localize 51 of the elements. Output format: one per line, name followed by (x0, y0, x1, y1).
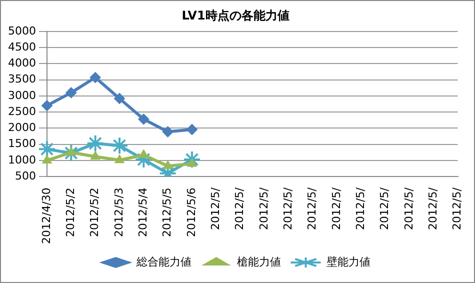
point (62, 144, 80, 162)
point (110, 136, 128, 155)
point (114, 154, 124, 164)
y-tick-label: 500 (14, 169, 36, 182)
point (42, 154, 52, 164)
x-tick-label: 2012/5/4 (136, 188, 150, 238)
point (138, 149, 148, 158)
x-tick-label: 2012/5/ (402, 187, 416, 230)
point (41, 100, 52, 112)
point (162, 160, 173, 169)
x-tick-label: 2012/5/ (306, 187, 319, 230)
y-tick-label: 2000 (8, 121, 36, 134)
point (66, 87, 77, 98)
legend-label: 総合能力値 (135, 255, 192, 268)
point (66, 146, 76, 156)
x-tick-label: 2012/5/ (257, 187, 270, 230)
point (90, 72, 101, 84)
y-tick-label: 2500 (8, 104, 36, 118)
point (90, 151, 100, 160)
point (86, 134, 104, 152)
y-tick-label: 3000 (8, 88, 36, 102)
x-tick-label: 2012/5/ (426, 187, 440, 230)
x-tick-label: 2012/5/3 (112, 188, 126, 238)
point (162, 126, 174, 138)
point (186, 124, 198, 135)
x-tick-label: 2012/4/30 (40, 188, 53, 244)
point (114, 93, 125, 104)
point (182, 150, 201, 168)
x-tick-label: 2012/5/ (450, 187, 464, 230)
y-tick-label: 3500 (8, 72, 36, 86)
x-tick-label: 2012/5/2 (88, 188, 102, 238)
x-tick-label: 2012/5/ (378, 187, 392, 230)
y-tick-label: 1000 (8, 153, 36, 166)
x-tick-label: 2012/5/6 (184, 188, 198, 238)
x-tick-label: 2012/5/ (354, 187, 367, 230)
y-tick-label: 4000 (8, 56, 36, 70)
chart-title: LV1時点の各能力値 (182, 8, 290, 22)
legend-label: 槍能力値 (236, 255, 281, 268)
point (38, 140, 56, 158)
x-tick-label: 2012/5/ (282, 187, 295, 230)
y-tick-label: 4500 (8, 40, 36, 54)
x-tick-label: 2012/5/2 (64, 188, 78, 238)
x-tick-label: 2012/5/5 (160, 188, 174, 238)
x-tick-label: 2012/5/ (330, 187, 343, 230)
legend-label: 壁能力値 (326, 255, 370, 268)
y-tick-label: 5000 (8, 24, 36, 38)
point (187, 158, 197, 167)
point (138, 114, 150, 125)
y-tick-label: 1500 (8, 137, 36, 150)
x-tick-label: 2012/5/ (209, 187, 222, 230)
x-tick-label: 2012/5/ (233, 187, 246, 230)
